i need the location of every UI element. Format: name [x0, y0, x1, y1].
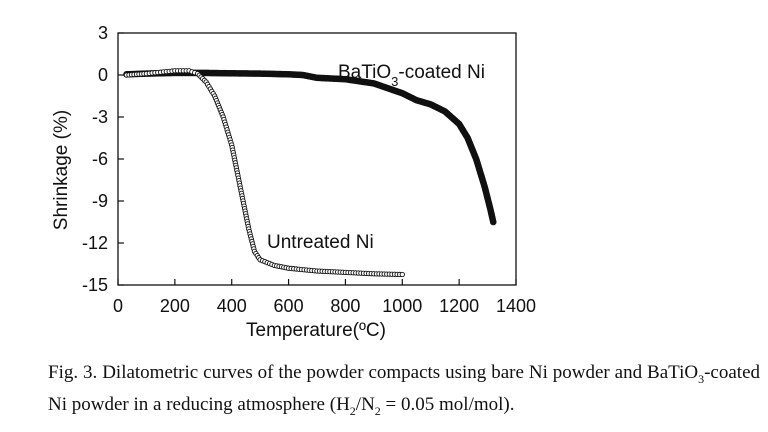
y-axis-title: Shrinkage (%) — [51, 110, 72, 230]
y-tick-label: -3 — [92, 107, 108, 127]
x-tick-label: 800 — [330, 296, 360, 316]
y-tick-label: -9 — [92, 191, 108, 211]
caption-text-1: Fig. 3. Dilatometric curves of the powde… — [48, 362, 699, 383]
figure-caption: Fig. 3. Dilatometric curves of the powde… — [48, 360, 760, 424]
data-point — [489, 218, 497, 226]
caption-sub-2: 2 — [349, 403, 356, 418]
y-tick-label: -6 — [92, 149, 108, 169]
x-tick-label: 200 — [160, 296, 190, 316]
dilatometry-chart: 0 200 400 600 800 1000 1200 140030-3-6-9-12-15 … — [51, 23, 536, 341]
caption-text-2: -coated Ni powder in a reducing atmosphe… — [48, 362, 765, 415]
y-tick-label: -12 — [82, 233, 108, 253]
caption-text-3: /N — [355, 393, 375, 415]
x-tick-label: 1200 — [439, 296, 479, 316]
series-untreated-ni — [123, 68, 405, 278]
x-tick-label: 1000 — [382, 296, 422, 316]
data-point — [399, 271, 405, 278]
x-tick-label: 600 — [274, 296, 304, 316]
series-label-coated: BaTiO3-coated Ni — [338, 62, 485, 89]
y-tick-label: -15 — [82, 275, 108, 295]
caption-sub-1: 3 — [698, 371, 705, 386]
y-tick-label: 0 — [98, 65, 108, 85]
x-tick-label: 1400 — [496, 296, 536, 316]
axes: 0 200 400 600 800 1000 1200 1400 3 0 -3 -6 -9 -12 -15 — [82, 23, 536, 316]
caption-sub-3: 2 — [374, 403, 381, 418]
y-tick-label: 3 — [98, 23, 108, 43]
x-tick-label: 400 — [217, 296, 247, 316]
x-axis-title: Temperature(ºC) — [246, 320, 386, 341]
label-layer: BaTiO3-coated Ni Untreated Ni Temperatur… — [51, 62, 485, 341]
series-batio3-coated-ni — [123, 69, 497, 226]
x-tick-label: 0 — [113, 296, 123, 316]
series-label-untreated: Untreated Ni — [267, 232, 374, 253]
series-layer — [123, 68, 497, 278]
caption-text-4: = 0.05 mol/mol). — [380, 393, 515, 415]
